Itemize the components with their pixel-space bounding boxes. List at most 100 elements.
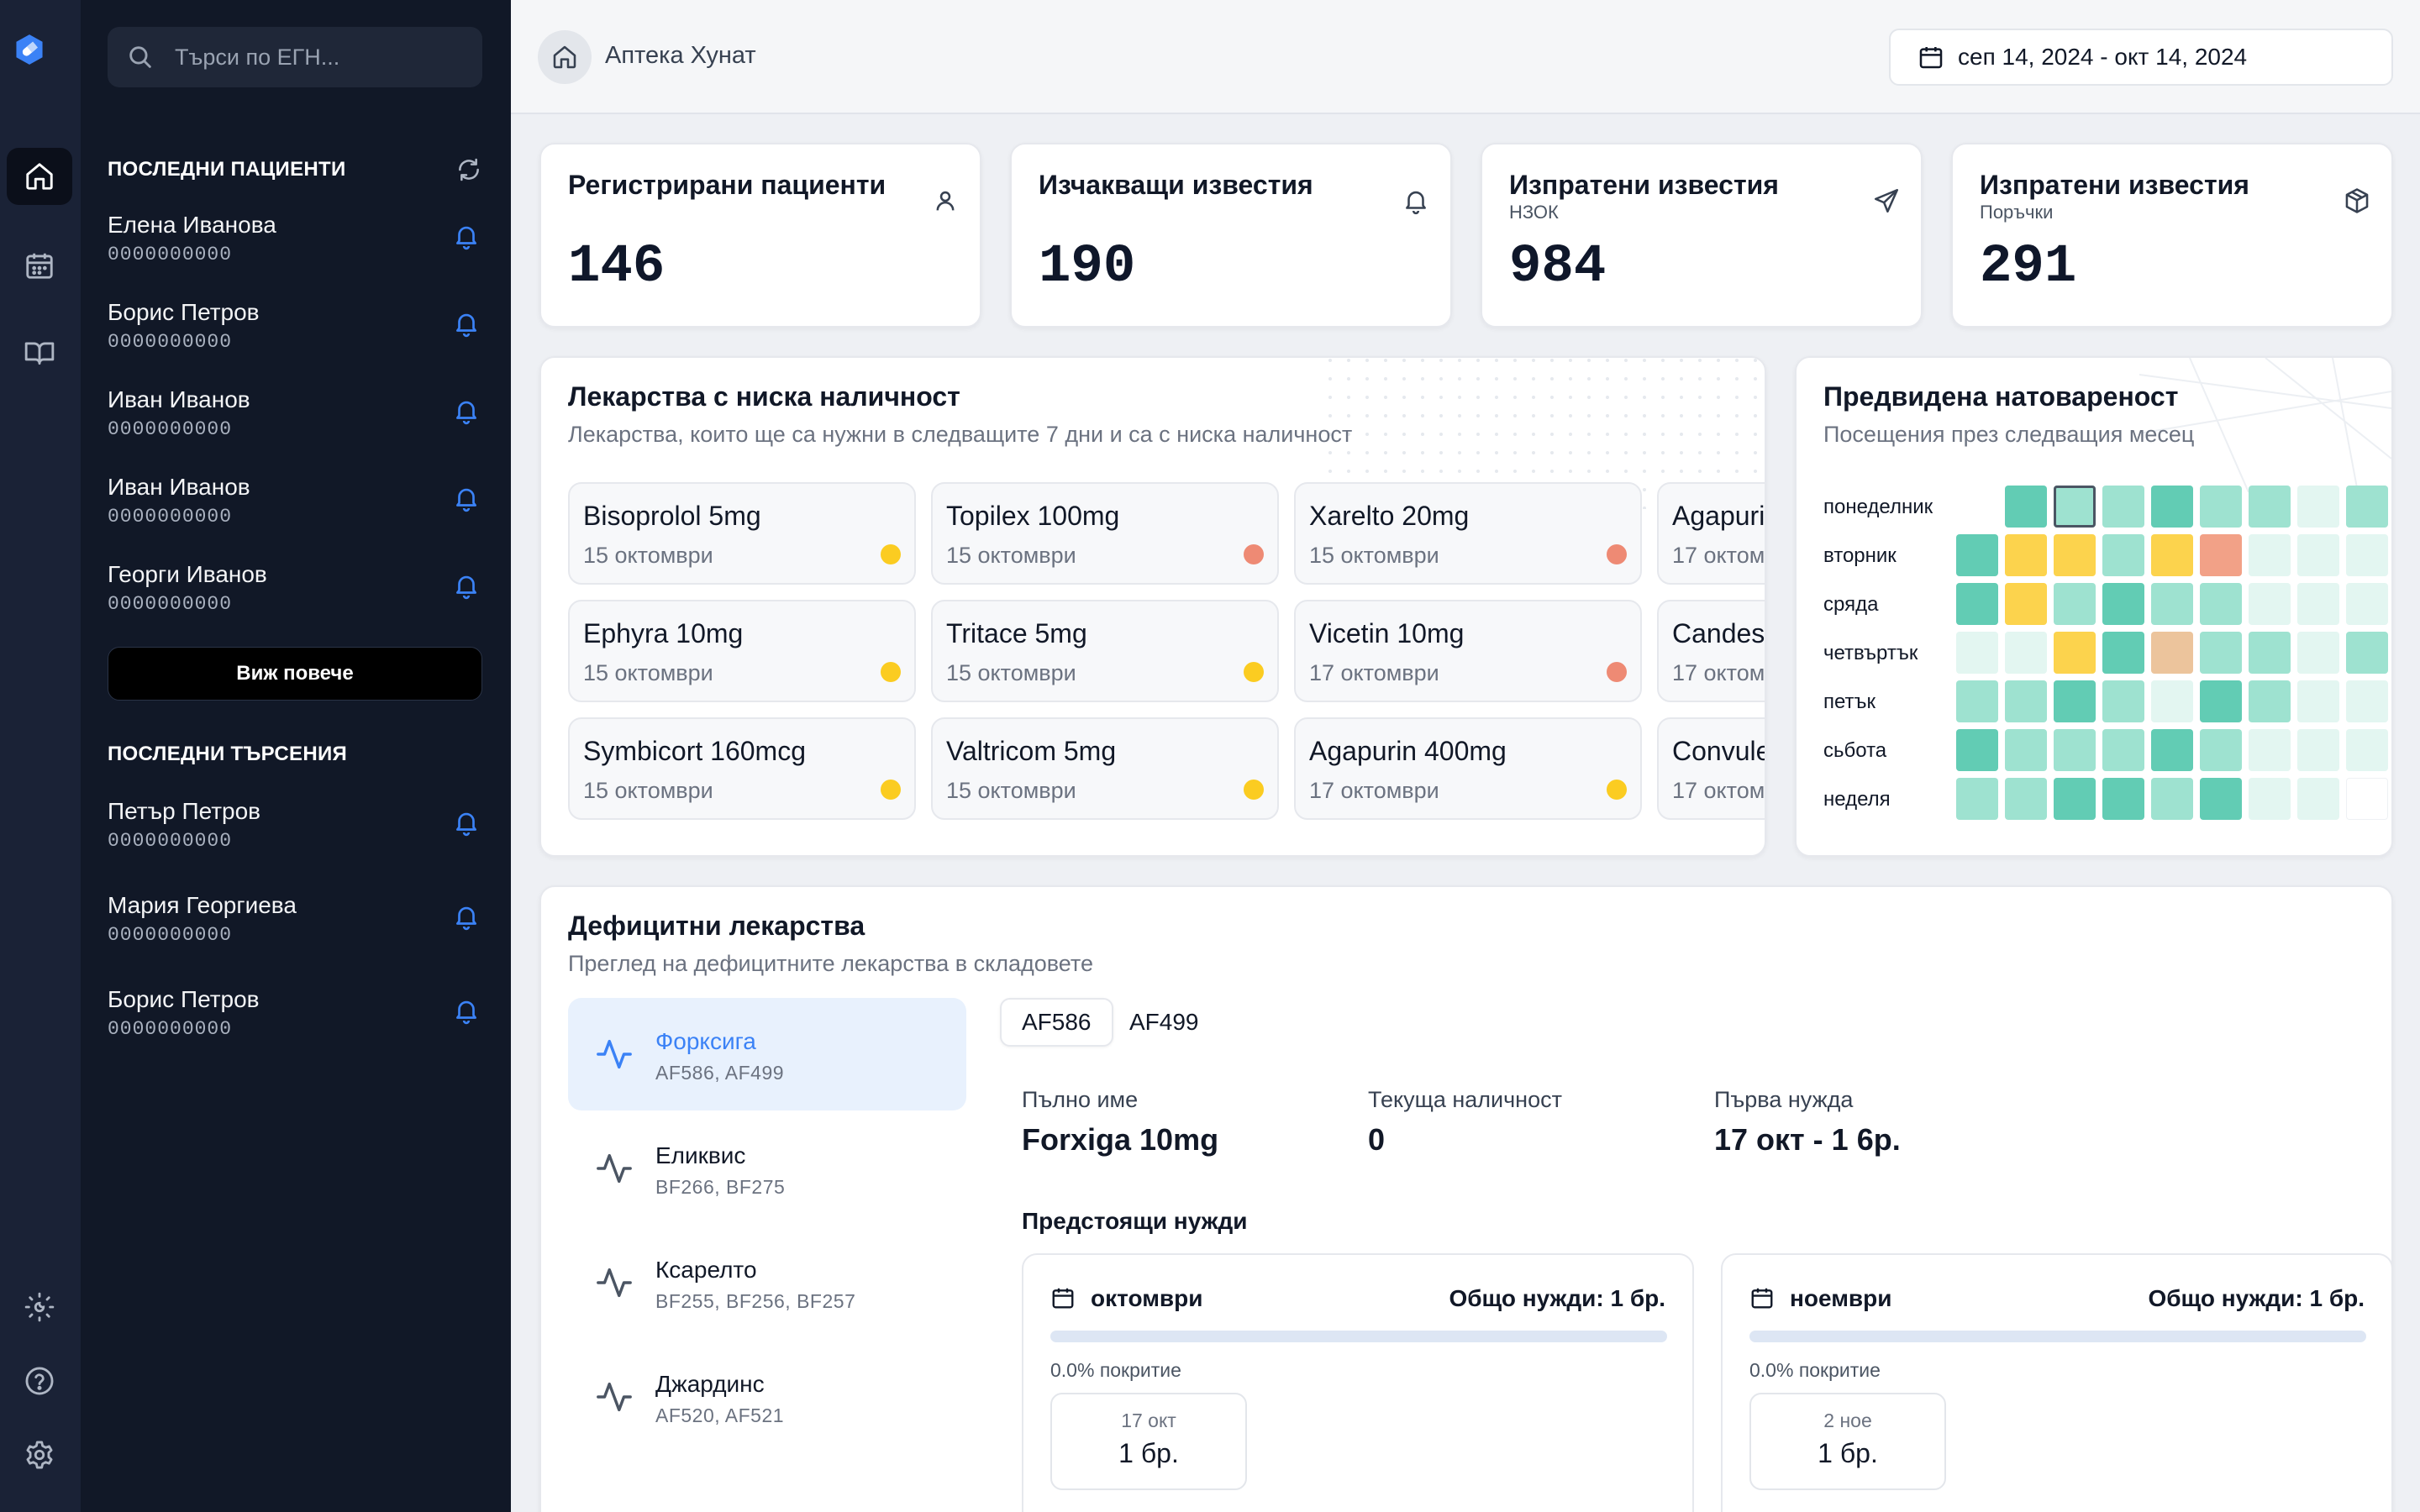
- low-stock-item[interactable]: Topilex 100mg 15 октомври: [931, 482, 1279, 585]
- search-box[interactable]: [108, 27, 482, 87]
- heatmap-cell[interactable]: [2102, 729, 2144, 771]
- heatmap-cell[interactable]: [2200, 632, 2242, 674]
- heatmap-cell[interactable]: [2151, 680, 2193, 722]
- heatmap-cell[interactable]: [2054, 778, 2096, 820]
- heatmap-cell[interactable]: [2054, 486, 2096, 528]
- heatmap-cell[interactable]: [2102, 486, 2144, 528]
- heatmap-cell[interactable]: [2297, 534, 2339, 576]
- heatmap-cell[interactable]: [2249, 632, 2291, 674]
- bell-icon[interactable]: [452, 396, 481, 425]
- code-tab-af499[interactable]: AF499: [1129, 1009, 1199, 1035]
- heatmap-cell[interactable]: [2346, 778, 2388, 820]
- heatmap-cell[interactable]: [2297, 486, 2339, 528]
- bell-icon[interactable]: [452, 571, 481, 600]
- code-tab-af586[interactable]: AF586: [1000, 998, 1113, 1047]
- heatmap-cell[interactable]: [2346, 583, 2388, 625]
- heatmap-cell[interactable]: [2200, 534, 2242, 576]
- low-stock-item[interactable]: Candesartan 17 октомври: [1657, 600, 1765, 702]
- recent-patient-item[interactable]: Георги Иванов 0000000000: [108, 561, 482, 628]
- refresh-icon[interactable]: [455, 156, 482, 183]
- heatmap-cell[interactable]: [2005, 778, 2047, 820]
- heatmap-cell[interactable]: [2297, 729, 2339, 771]
- heatmap-cell[interactable]: [2054, 680, 2096, 722]
- heatmap-cell[interactable]: [1956, 534, 1998, 576]
- deficit-list-item[interactable]: Еликвис BF266, BF275: [568, 1112, 966, 1225]
- heatmap-cell[interactable]: [2151, 778, 2193, 820]
- heatmap-cell[interactable]: [2054, 729, 2096, 771]
- heatmap-cell[interactable]: [2151, 583, 2193, 625]
- heatmap-cell[interactable]: [2297, 680, 2339, 722]
- heatmap-cell[interactable]: [2346, 680, 2388, 722]
- heatmap-cell[interactable]: [2297, 632, 2339, 674]
- heatmap-cell[interactable]: [2346, 486, 2388, 528]
- heatmap-cell[interactable]: [2200, 583, 2242, 625]
- heatmap-cell[interactable]: [2346, 729, 2388, 771]
- heatmap-cell[interactable]: [2102, 778, 2144, 820]
- heatmap-cell[interactable]: [2054, 583, 2096, 625]
- date-range-picker[interactable]: сеп 14, 2024 - окт 14, 2024: [1889, 29, 2393, 86]
- view-more-button[interactable]: Виж повече: [108, 647, 482, 701]
- recent-patient-item[interactable]: Борис Петров 0000000000: [108, 299, 482, 366]
- nav-calendar-button[interactable]: [7, 237, 72, 294]
- low-stock-item[interactable]: Ephyra 10mg 15 октомври: [568, 600, 916, 702]
- heatmap-cell[interactable]: [2249, 680, 2291, 722]
- heatmap-cell[interactable]: [2346, 534, 2388, 576]
- heatmap-cell[interactable]: [2054, 632, 2096, 674]
- heatmap-cell[interactable]: [2005, 632, 2047, 674]
- heatmap-cell[interactable]: [2151, 534, 2193, 576]
- app-logo-icon[interactable]: [13, 34, 66, 89]
- search-input[interactable]: [175, 44, 460, 71]
- need-date-chip[interactable]: 17 окт 1 бр.: [1050, 1393, 1247, 1490]
- deficit-list-item[interactable]: Форксига AF586, AF499: [568, 998, 966, 1110]
- home-breadcrumb-button[interactable]: [538, 30, 592, 84]
- low-stock-item[interactable]: Agapurin 400mg 17 октомври: [1294, 717, 1642, 820]
- heatmap-cell[interactable]: [2151, 486, 2193, 528]
- heatmap-cell[interactable]: [1956, 778, 1998, 820]
- deficit-list-item[interactable]: Джардинс AF520, AF521: [568, 1341, 966, 1453]
- low-stock-item[interactable]: Xarelto 20mg 15 октомври: [1294, 482, 1642, 585]
- heatmap-cell[interactable]: [2151, 729, 2193, 771]
- bell-icon[interactable]: [452, 309, 481, 338]
- recent-search-item[interactable]: Борис Петров 0000000000: [108, 986, 482, 1053]
- heatmap-cell[interactable]: [2102, 680, 2144, 722]
- heatmap-cell[interactable]: [1956, 729, 1998, 771]
- low-stock-item[interactable]: Bisoprolol 5mg 15 октомври: [568, 482, 916, 585]
- heatmap-cell[interactable]: [2151, 632, 2193, 674]
- heatmap-cell[interactable]: [2200, 778, 2242, 820]
- heatmap-cell[interactable]: [2200, 680, 2242, 722]
- heatmap-cell[interactable]: [2200, 729, 2242, 771]
- theme-toggle-button[interactable]: [7, 1278, 72, 1336]
- recent-patient-item[interactable]: Иван Иванов 0000000000: [108, 474, 482, 541]
- heatmap-cell[interactable]: [2346, 632, 2388, 674]
- breadcrumb-pharmacy[interactable]: Аптека Хунат: [605, 42, 756, 69]
- recent-patient-item[interactable]: Иван Иванов 0000000000: [108, 386, 482, 454]
- bell-icon[interactable]: [452, 902, 481, 931]
- heatmap-cell[interactable]: [2005, 729, 2047, 771]
- heatmap-cell[interactable]: [2054, 534, 2096, 576]
- bell-icon[interactable]: [452, 996, 481, 1025]
- deficit-list-item[interactable]: Ксарелто BF255, BF256, BF257: [568, 1226, 966, 1339]
- heatmap-cell[interactable]: [1956, 632, 1998, 674]
- help-button[interactable]: [7, 1352, 72, 1410]
- heatmap-cell[interactable]: [2102, 583, 2144, 625]
- heatmap-cell[interactable]: [2249, 778, 2291, 820]
- low-stock-item[interactable]: Vicetin 10mg 17 октомври: [1294, 600, 1642, 702]
- heatmap-cell[interactable]: [2200, 486, 2242, 528]
- need-date-chip[interactable]: 2 ное 1 бр.: [1749, 1393, 1946, 1490]
- heatmap-cell[interactable]: [2005, 680, 2047, 722]
- bell-icon[interactable]: [452, 222, 481, 250]
- recent-search-item[interactable]: Петър Петров 0000000000: [108, 798, 482, 865]
- heatmap-cell[interactable]: [2249, 486, 2291, 528]
- heatmap-cell[interactable]: [2249, 583, 2291, 625]
- low-stock-item[interactable]: Valtricom 5mg 15 октомври: [931, 717, 1279, 820]
- bell-icon[interactable]: [452, 808, 481, 837]
- heatmap-cell[interactable]: [1956, 680, 1998, 722]
- heatmap-cell[interactable]: [2102, 534, 2144, 576]
- heatmap-cell[interactable]: [2249, 534, 2291, 576]
- heatmap-cell[interactable]: [2249, 729, 2291, 771]
- heatmap-cell[interactable]: [2005, 534, 2047, 576]
- heatmap-cell[interactable]: [2005, 583, 2047, 625]
- low-stock-item[interactable]: Symbicort 160mcg 15 октомври: [568, 717, 916, 820]
- nav-book-button[interactable]: [7, 324, 72, 381]
- recent-search-item[interactable]: Мария Георгиева 0000000000: [108, 892, 482, 959]
